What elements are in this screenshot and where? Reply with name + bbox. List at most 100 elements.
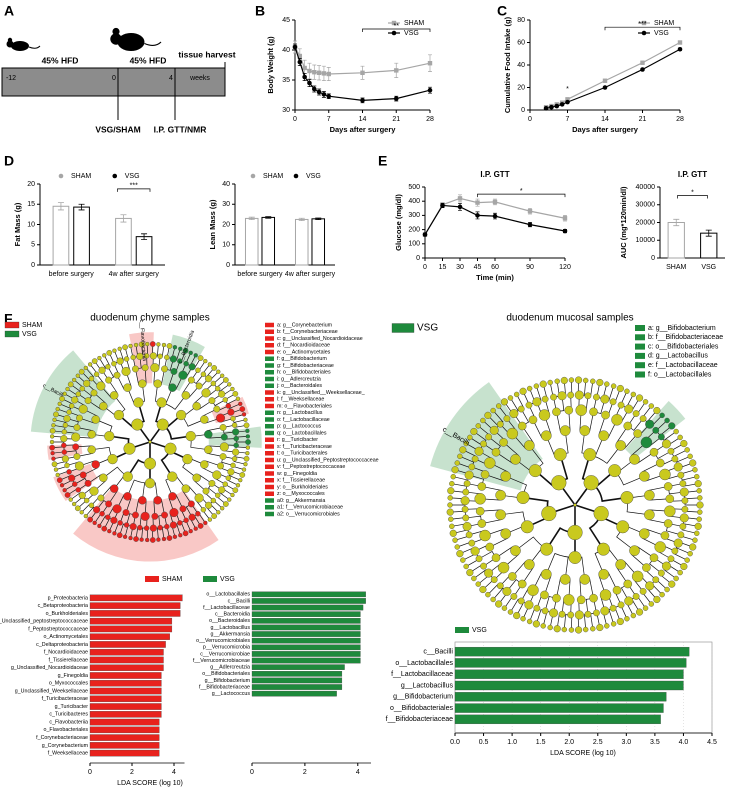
x-tick-label: 0 [293, 116, 297, 123]
clade-node [449, 480, 455, 487]
bar-label: o__Lactobacillales [206, 592, 250, 598]
clade-node [133, 397, 144, 408]
clade-node [500, 470, 512, 482]
clade-node [463, 480, 471, 487]
x-tick-label: 4w after surgery [109, 271, 160, 278]
legend-label: c: o__Bifidobacteriales [648, 343, 719, 350]
clade-node [484, 457, 496, 469]
marker [427, 61, 433, 66]
clade-node [667, 555, 675, 563]
clade-node [517, 421, 527, 431]
clade-node [632, 593, 640, 600]
clade-node [245, 439, 251, 445]
clade-node [652, 426, 660, 434]
clade-node [658, 569, 665, 577]
clade-node [680, 439, 688, 448]
x-tick-label: 1.0 [507, 739, 517, 746]
clade-node [533, 604, 541, 612]
clade-node [138, 496, 147, 505]
clade-node [238, 477, 243, 483]
legend-label: t: o__Turicibacterales [277, 451, 328, 457]
x-tick-label: 2.5 [593, 739, 603, 746]
clade-node [61, 442, 67, 449]
error-bar [248, 216, 255, 221]
bar-label: o__Bacteroidales [209, 618, 250, 624]
y-tick-label: 0 [416, 255, 420, 262]
clade-node [75, 373, 80, 378]
clade-node [203, 520, 208, 526]
marker [559, 102, 565, 107]
clade-node [524, 440, 535, 451]
legend-label: s: f__Turicibacteraceae [277, 444, 332, 450]
clade-node [215, 492, 221, 499]
clade-node [149, 537, 156, 543]
clade-node [188, 513, 196, 521]
clade-node [169, 355, 177, 363]
clade-node [574, 390, 584, 400]
clade-node [84, 397, 92, 405]
bar-label: o_Burkholderiales [46, 611, 89, 617]
error-bar [78, 203, 85, 211]
clade-node [539, 380, 547, 388]
clade-node [506, 427, 519, 440]
timeline: 45% HFD 45% HFD -12 0 4 weeks tissue har… [1, 27, 236, 134]
clade-node [467, 434, 473, 441]
clade-node [679, 480, 687, 487]
clade-node [222, 481, 228, 487]
clade-node [133, 342, 139, 348]
clade-node [454, 544, 460, 550]
legend-label: n: g__Lactobacillus [277, 410, 323, 416]
clade-node [231, 456, 238, 462]
clade-node [568, 377, 575, 383]
legend-label: x: f__Tissierellaceae [277, 478, 325, 484]
y-tick-label: 60 [517, 39, 525, 46]
clade-node [144, 457, 156, 470]
bar [251, 604, 364, 611]
legend-label: b: f__Bifidobacteriaceae [648, 334, 723, 341]
bar [135, 236, 153, 266]
clade-node [172, 534, 178, 539]
clade-node [222, 397, 228, 403]
clade-node [630, 391, 637, 398]
clade-node [624, 404, 634, 414]
clade-node [681, 497, 689, 505]
legend-label: z: o__Myxococcales [277, 491, 325, 497]
clade-node [630, 612, 637, 619]
clade-node [220, 506, 225, 511]
group-swatch [4, 321, 20, 329]
clade-node [624, 616, 630, 622]
clade-node [137, 524, 143, 531]
clade-node [187, 376, 195, 384]
clade-node [561, 626, 568, 633]
clade-node [452, 537, 458, 543]
clade-node [87, 362, 93, 367]
clade-node [497, 561, 510, 574]
legend-label: SHAM [71, 173, 91, 180]
clade-node [500, 528, 512, 540]
significance-label: *** [130, 183, 138, 190]
bar-label: c_Deltaproteobacteria [36, 642, 88, 648]
clade-node [632, 410, 640, 417]
clade-node [479, 585, 487, 594]
clade-node [485, 591, 491, 598]
x-tick-label: 15 [439, 264, 447, 271]
bar-label: g__Lactobacillus [401, 682, 454, 689]
y-tick-label: 0 [521, 107, 525, 114]
legend-label: VSG [306, 173, 321, 180]
clade-node [596, 378, 604, 387]
clade-node [112, 348, 117, 353]
bar-label: o__Bifidobacteriales [390, 705, 454, 712]
clade-node [161, 365, 168, 373]
clade-node [525, 401, 533, 409]
clade-node [468, 539, 476, 547]
clade-node [59, 483, 65, 488]
clade-node [123, 383, 132, 392]
clade-node [635, 394, 644, 402]
clade-node [211, 365, 218, 371]
clade-node [67, 381, 74, 388]
clade-node [99, 473, 108, 483]
clade-node [104, 431, 115, 442]
clade-node [169, 521, 177, 529]
bar [89, 703, 162, 710]
